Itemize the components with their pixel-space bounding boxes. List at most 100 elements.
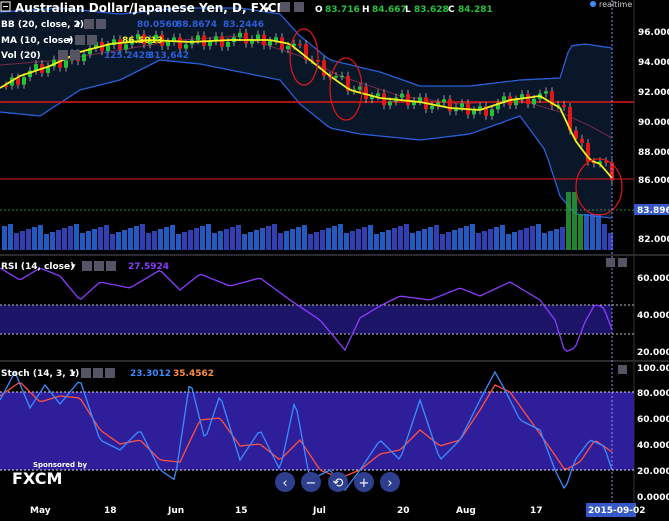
candle[interactable] bbox=[28, 70, 32, 78]
stoch-gear-icon[interactable] bbox=[93, 368, 103, 378]
vol-legend-label[interactable]: Vol (20) bbox=[1, 51, 41, 61]
candle[interactable] bbox=[250, 39, 254, 44]
candle[interactable] bbox=[370, 96, 374, 100]
candle[interactable] bbox=[292, 43, 296, 46]
vol-gear-icon[interactable] bbox=[70, 50, 80, 60]
candle[interactable] bbox=[376, 93, 380, 97]
candle[interactable] bbox=[340, 75, 344, 78]
rsi-settings-icon[interactable] bbox=[82, 261, 92, 271]
candle[interactable] bbox=[118, 39, 122, 50]
bb-gear-icon[interactable] bbox=[96, 19, 106, 29]
candle[interactable] bbox=[484, 106, 488, 116]
rsi-dropdown-icon[interactable]: ▾ bbox=[71, 262, 76, 272]
stoch-close-icon[interactable] bbox=[105, 368, 115, 378]
candle[interactable] bbox=[490, 109, 494, 116]
candle[interactable] bbox=[442, 99, 446, 103]
annotation-circle[interactable] bbox=[289, 28, 319, 86]
candle[interactable] bbox=[16, 77, 20, 85]
gear-icon[interactable] bbox=[294, 2, 304, 12]
candle[interactable] bbox=[502, 96, 506, 103]
ma-dropdown-icon[interactable]: ▾ bbox=[67, 36, 72, 46]
candle[interactable] bbox=[256, 34, 260, 40]
panel-up-icon[interactable] bbox=[618, 365, 627, 374]
ma-settings-icon[interactable] bbox=[75, 35, 85, 45]
candle[interactable] bbox=[148, 39, 152, 45]
vol-settings-icon[interactable] bbox=[58, 50, 68, 60]
candle[interactable] bbox=[604, 161, 608, 163]
candle[interactable] bbox=[358, 86, 362, 90]
candle[interactable] bbox=[406, 93, 410, 106]
candle[interactable] bbox=[94, 41, 98, 49]
candle[interactable] bbox=[412, 101, 416, 106]
candle[interactable] bbox=[430, 105, 434, 110]
candle[interactable] bbox=[136, 34, 140, 40]
rsi-legend-label[interactable]: RSI (14, close) bbox=[1, 262, 74, 272]
candle[interactable] bbox=[388, 101, 392, 106]
settings-icon[interactable] bbox=[280, 2, 290, 12]
panel-down-icon[interactable] bbox=[618, 258, 627, 267]
candle[interactable] bbox=[304, 44, 308, 60]
candle[interactable] bbox=[550, 91, 554, 106]
candle[interactable] bbox=[46, 66, 50, 73]
candle[interactable] bbox=[460, 103, 464, 108]
candle[interactable] bbox=[52, 59, 56, 67]
stoch-dropdown-icon[interactable]: ▾ bbox=[71, 369, 76, 379]
candle[interactable] bbox=[448, 99, 452, 112]
candle[interactable] bbox=[64, 60, 68, 68]
candle[interactable] bbox=[472, 110, 476, 115]
candle[interactable] bbox=[82, 54, 86, 62]
candle[interactable] bbox=[496, 102, 500, 110]
fxcm-logo[interactable]: FXCM bbox=[12, 469, 62, 488]
candle[interactable] bbox=[58, 59, 62, 68]
annotation-circle[interactable] bbox=[575, 158, 623, 216]
scroll-left-button[interactable] bbox=[275, 472, 295, 492]
candle[interactable] bbox=[514, 99, 518, 106]
candle[interactable] bbox=[298, 43, 302, 46]
candle[interactable] bbox=[154, 34, 158, 40]
candle[interactable] bbox=[532, 98, 536, 105]
candle[interactable] bbox=[544, 91, 548, 94]
bb-dropdown-icon[interactable]: ▾ bbox=[76, 20, 81, 30]
candle[interactable] bbox=[268, 40, 272, 46]
candle[interactable] bbox=[238, 32, 242, 38]
candle[interactable] bbox=[568, 106, 572, 131]
candle[interactable] bbox=[580, 138, 584, 144]
zoom-out-button[interactable] bbox=[301, 472, 321, 492]
candle[interactable] bbox=[214, 36, 218, 42]
candle[interactable] bbox=[334, 76, 338, 78]
candle[interactable] bbox=[124, 44, 128, 50]
scroll-right-button[interactable] bbox=[380, 472, 400, 492]
candle[interactable] bbox=[34, 64, 38, 71]
candle[interactable] bbox=[220, 36, 224, 47]
chart-title[interactable]: Australian Dollar/Japanese Yen, D, FXCM bbox=[15, 1, 288, 15]
stoch-legend-label[interactable]: Stoch (14, 3, 1) bbox=[1, 369, 79, 379]
candle[interactable] bbox=[4, 85, 8, 88]
candle[interactable] bbox=[562, 104, 566, 107]
candle[interactable] bbox=[166, 41, 170, 46]
candle[interactable] bbox=[196, 35, 200, 41]
candle[interactable] bbox=[586, 143, 590, 162]
candle[interactable] bbox=[208, 41, 212, 46]
stoch-settings-icon[interactable] bbox=[81, 368, 91, 378]
rsi-gear-icon[interactable] bbox=[94, 261, 104, 271]
candle[interactable] bbox=[244, 32, 248, 44]
ma-gear-icon[interactable] bbox=[87, 35, 97, 45]
candle[interactable] bbox=[22, 77, 26, 85]
candle[interactable] bbox=[106, 45, 110, 52]
candle[interactable] bbox=[436, 102, 440, 106]
rsi-close-icon[interactable] bbox=[106, 261, 116, 271]
candle[interactable] bbox=[322, 60, 326, 76]
panel-up-icon[interactable] bbox=[606, 258, 615, 267]
minus-square-icon[interactable] bbox=[0, 1, 11, 12]
candle[interactable] bbox=[598, 161, 602, 164]
zoom-in-button[interactable] bbox=[354, 472, 374, 492]
annotation-circle[interactable] bbox=[329, 57, 363, 121]
ma-legend-label[interactable]: MA (10, close) bbox=[1, 36, 73, 46]
candle[interactable] bbox=[592, 161, 596, 164]
candle[interactable] bbox=[142, 34, 146, 45]
candle[interactable] bbox=[178, 37, 182, 49]
candle[interactable] bbox=[184, 44, 188, 49]
candle[interactable] bbox=[274, 37, 278, 41]
candle[interactable] bbox=[346, 75, 350, 91]
